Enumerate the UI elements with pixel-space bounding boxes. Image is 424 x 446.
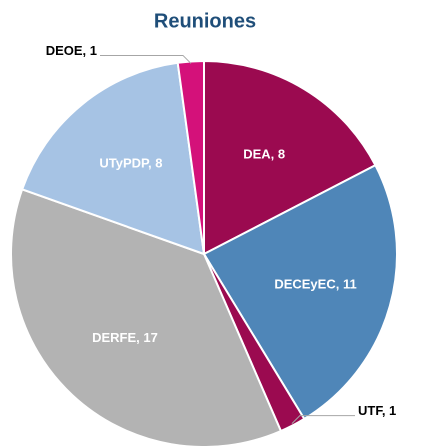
pie-slice: DEOE [176,59,205,255]
data-label: UTF, 1 [358,403,396,418]
data-label: DEA, 8 [243,146,285,161]
data-label: DEOE, 1 [46,43,97,58]
data-label: DECEyEC, 11 [274,277,356,292]
leader-line [291,415,355,424]
pie-slice: DEA [203,59,377,256]
chart-title: Reuniones [154,10,256,32]
leader-line [100,54,192,64]
data-label: UTyPDP, 8 [99,156,162,171]
pie-slice: UTyPDP [20,61,206,256]
pie-slice: DECEyEC [202,163,398,421]
data-label: DERFE, 17 [92,330,158,345]
